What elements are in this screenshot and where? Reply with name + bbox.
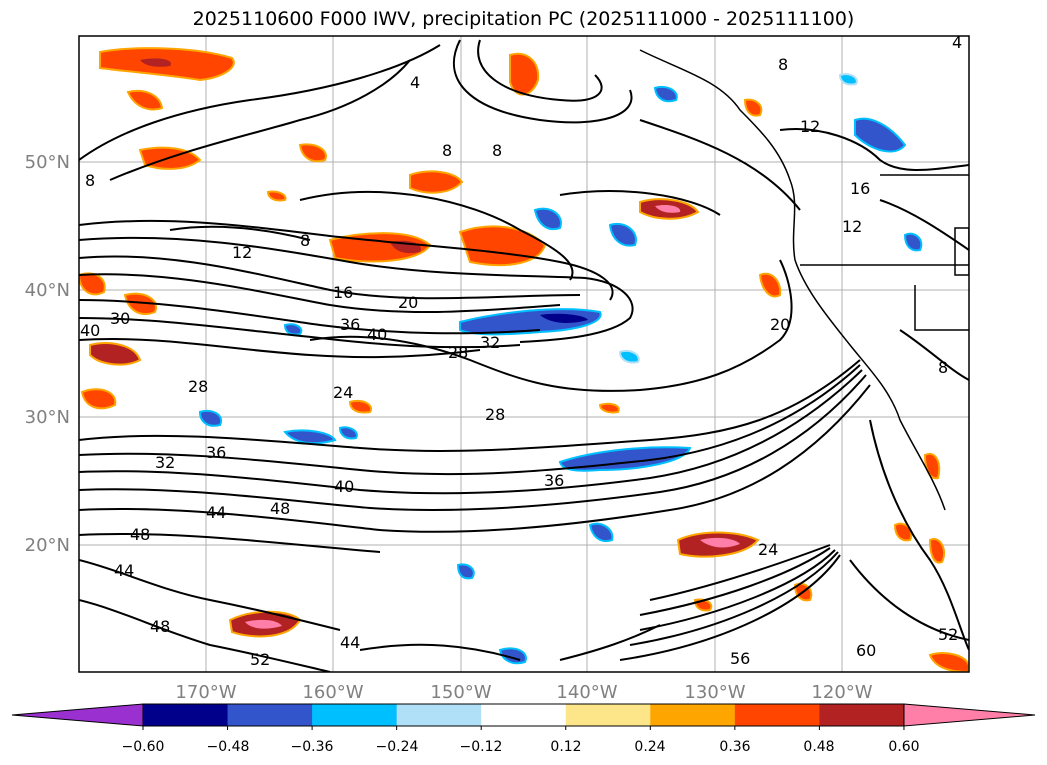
contour-label: 8 — [85, 171, 95, 190]
colorbar-segment — [312, 704, 398, 726]
plot-area — [79, 36, 969, 672]
colorbar-extend-right — [903, 703, 1036, 727]
colorbar-outline — [142, 703, 905, 727]
lat-label: 20°N — [25, 535, 70, 556]
contour-label: 40 — [80, 321, 100, 340]
lon-label: 170°W — [175, 682, 236, 703]
colorbar-segment — [734, 704, 820, 726]
contour-label: 8 — [938, 358, 948, 377]
colorbar-tick-label: −0.12 — [460, 739, 503, 755]
colorbar-tick-label: −0.60 — [122, 739, 165, 755]
lat-label: 30°N — [25, 407, 70, 428]
colorbar-ticks: −0.60 −0.48 −0.36 −0.24 −0.12 0.12 0.24 … — [122, 739, 920, 755]
contour-label: 32 — [480, 333, 500, 352]
colorbar-tick-label: 0.48 — [803, 739, 834, 755]
plot-frame — [78, 35, 970, 673]
contour-label: 8 — [300, 231, 310, 250]
colorbar-segment — [396, 704, 482, 726]
contour-label: 40 — [334, 477, 354, 496]
latitude-axis: 50°N 40°N 30°N 20°N — [25, 152, 70, 556]
contour-label: 20 — [398, 293, 418, 312]
contour-label: 12 — [232, 243, 252, 262]
contour-label: 32 — [155, 453, 175, 472]
contour-label: 12 — [842, 217, 862, 236]
colorbar-segment — [143, 704, 229, 726]
colorbar-tick-label: 0.24 — [634, 739, 665, 755]
colorbar-segment — [565, 704, 651, 726]
contour-label: 52 — [938, 625, 958, 644]
contour-label: 52 — [250, 650, 270, 669]
contour-label: 4 — [410, 73, 420, 92]
iwv-contours — [79, 39, 969, 672]
longitude-axis: 170°W 160°W 150°W 140°W 130°W 120°W — [175, 682, 872, 703]
colorbar-segment — [650, 704, 736, 726]
contour-label: 36 — [206, 443, 226, 462]
contour-label-group: 4 4 8 8 8 8 8 8 12 12 12 16 16 20 20 24 … — [80, 33, 962, 669]
contour-label: 36 — [544, 471, 564, 490]
colorbar-tick-label: 0.60 — [888, 739, 919, 755]
contour-label: 24 — [333, 383, 353, 402]
contour-label: 48 — [150, 617, 170, 636]
precip-positive-shading — [79, 47, 969, 672]
contour-label: 44 — [114, 561, 134, 580]
contour-label: 8 — [442, 141, 452, 160]
colorbar-tick-label: 0.12 — [550, 739, 581, 755]
contour-label: 28 — [485, 405, 505, 424]
contour-label: 40 — [367, 325, 387, 344]
contour-label: 16 — [850, 179, 870, 198]
lon-label: 120°W — [811, 682, 872, 703]
contour-label: 28 — [448, 343, 468, 362]
contour-label: 8 — [492, 141, 502, 160]
contour-label: 44 — [340, 633, 360, 652]
contour-label: 60 — [856, 641, 876, 660]
lon-label: 160°W — [302, 682, 363, 703]
colorbar-segment — [227, 704, 313, 726]
lon-label: 140°W — [556, 682, 617, 703]
colorbar-extend-left — [11, 703, 144, 727]
contour-label: 8 — [778, 55, 788, 74]
contour-label: 28 — [188, 377, 208, 396]
contour-label: 24 — [758, 540, 778, 559]
contour-label: 20 — [770, 315, 790, 334]
contour-label: 48 — [270, 499, 290, 518]
contour-label: 30 — [110, 309, 130, 328]
map-title: 2025110600 F000 IWV, precipitation PC (2… — [192, 8, 855, 30]
precip-negative-shading — [198, 73, 923, 665]
lon-label: 130°W — [684, 682, 745, 703]
contour-label: 4 — [952, 33, 962, 52]
contour-label: 44 — [206, 503, 226, 522]
colorbar-segment — [819, 704, 905, 726]
colorbar-tick-label: 0.36 — [719, 739, 750, 755]
colorbar-segment — [481, 704, 567, 726]
contour-label: 36 — [340, 315, 360, 334]
contour-label: 16 — [333, 283, 353, 302]
colorbar — [11, 703, 1036, 730]
contour-label: 56 — [730, 649, 750, 668]
colorbar-tick-label: −0.24 — [376, 739, 419, 755]
colorbar-tick-label: −0.36 — [291, 739, 334, 755]
lat-label: 40°N — [25, 280, 70, 301]
lon-label: 150°W — [430, 682, 491, 703]
contour-label: 12 — [800, 117, 820, 136]
lat-label: 50°N — [25, 152, 70, 173]
coastline — [639, 49, 969, 511]
contour-label: 48 — [130, 525, 150, 544]
colorbar-tick-label: −0.48 — [207, 739, 250, 755]
